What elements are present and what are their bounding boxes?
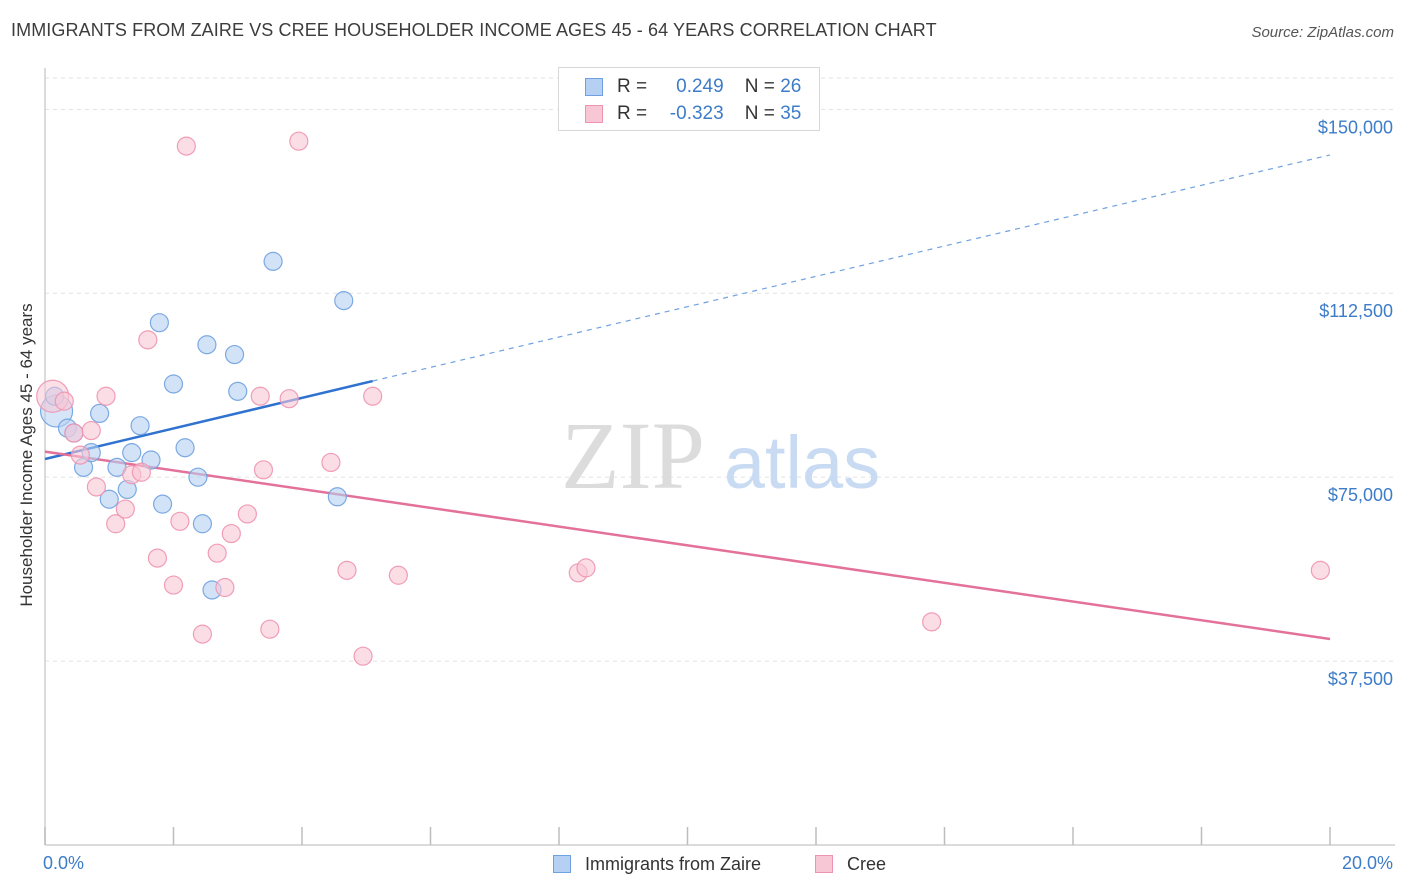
data-point-cree — [363, 386, 383, 406]
data-point-cree — [64, 423, 84, 443]
data-point-cree — [260, 619, 280, 639]
data-points — [36, 131, 1330, 666]
data-point-zaire — [334, 291, 354, 311]
data-point-zaire — [228, 381, 248, 401]
data-point-cree — [54, 391, 74, 411]
data-point-zaire — [327, 487, 347, 507]
data-point-cree — [237, 504, 257, 524]
trend-line-zaire-extension — [372, 154, 1331, 382]
legend-row-cree: R = -0.323 N = 35 — [585, 103, 801, 125]
data-point-cree — [147, 548, 168, 568]
data-point-cree — [250, 386, 270, 406]
chart-title: IMMIGRANTS FROM ZAIRE VS CREE HOUSEHOLDE… — [11, 20, 937, 40]
data-point-zaire — [130, 416, 150, 436]
data-point-cree — [1310, 560, 1330, 580]
y-tick-label: $150,000 — [1318, 117, 1393, 137]
r-label: R = — [617, 76, 648, 97]
watermark-atlas: atlas — [724, 421, 880, 504]
data-point-cree — [337, 560, 357, 580]
data-point-cree — [96, 386, 116, 406]
n-label: N = — [744, 103, 775, 124]
trend-line-zaire — [44, 379, 373, 461]
data-point-cree — [279, 389, 299, 409]
data-point-cree — [215, 577, 235, 598]
tick-labels: $37,500 $75,000 $112,500 $150,000 0.0% 20.0% — [43, 117, 1393, 873]
data-point-cree — [576, 558, 596, 578]
legend-swatch-cree — [585, 105, 603, 123]
data-point-zaire — [197, 335, 217, 355]
data-point-zaire — [149, 313, 169, 333]
n-value: 35 — [780, 103, 802, 124]
data-point-zaire — [263, 251, 283, 271]
r-value: -0.323 — [669, 103, 724, 124]
data-point-zaire — [175, 438, 195, 458]
data-point-zaire — [152, 494, 173, 514]
data-point-cree — [289, 131, 309, 151]
legend-row-zaire: R = 0.249 N = 26 — [585, 76, 801, 98]
data-point-zaire — [192, 514, 213, 534]
y-tick-label: $75,000 — [1328, 485, 1393, 505]
grid-lines — [45, 77, 1395, 662]
data-point-cree — [221, 523, 241, 544]
data-point-zaire — [90, 403, 110, 424]
data-point-cree — [70, 445, 90, 465]
bottom-legend-swatch-cree — [815, 855, 833, 873]
bottom-legend-label-cree: Cree — [847, 853, 887, 874]
data-point-cree — [922, 612, 942, 632]
trend-line-cree — [44, 450, 1331, 641]
data-point-zaire — [224, 344, 245, 365]
data-point-cree — [321, 452, 341, 473]
r-value: 0.249 — [676, 76, 724, 97]
data-point-zaire — [122, 443, 142, 463]
data-point-cree — [106, 514, 126, 534]
data-point-cree — [115, 499, 135, 519]
data-point-zaire — [163, 374, 184, 394]
y-tick-label: $112,500 — [1319, 301, 1393, 321]
n-label: N = — [744, 76, 775, 97]
data-point-cree — [176, 136, 196, 156]
data-point-cree — [81, 420, 101, 441]
data-point-cree — [86, 477, 107, 497]
data-point-cree — [253, 460, 274, 480]
legend-swatch-zaire — [585, 78, 603, 96]
data-point-cree — [353, 646, 373, 666]
bottom-legend-zaire: Immigrants from Zaire — [553, 852, 761, 876]
n-value: 26 — [780, 76, 802, 97]
data-point-cree — [131, 462, 151, 482]
data-point-cree — [170, 511, 190, 531]
trend-lines — [44, 154, 1331, 641]
bottom-legend-cree: Cree — [815, 852, 886, 876]
bottom-legend-swatch-zaire — [553, 855, 571, 873]
data-point-zaire — [99, 489, 119, 509]
data-point-cree — [192, 624, 213, 644]
source-label: Source: ZipAtlas.com — [1251, 24, 1394, 41]
data-point-cree — [138, 330, 158, 350]
bottom-legend-label-zaire: Immigrants from Zaire — [585, 853, 762, 874]
data-point-zaire — [188, 467, 208, 487]
data-point-cree — [207, 543, 227, 563]
axes — [44, 68, 1395, 846]
data-point-cree — [388, 565, 408, 585]
y-tick-label: $37,500 — [1328, 669, 1393, 689]
correlation-legend: R = 0.249 N = 26 R = -0.323 N = 35 — [558, 67, 820, 131]
data-point-cree — [163, 575, 184, 595]
watermark: ZIP atlas — [561, 402, 880, 509]
r-label: R = — [617, 103, 648, 124]
x-tick-label: 0.0% — [43, 853, 84, 873]
x-tick-label: 20.0% — [1342, 853, 1393, 873]
watermark-zip: ZIP — [561, 402, 705, 509]
